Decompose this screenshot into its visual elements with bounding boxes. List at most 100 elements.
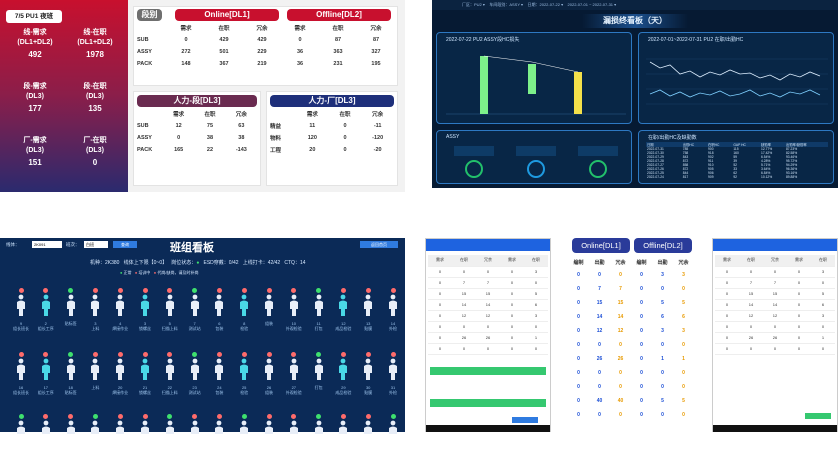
- cell: 0: [787, 277, 811, 289]
- station-number: 4: [119, 321, 122, 326]
- operator-station[interactable]: 上料: [76, 352, 114, 402]
- operator-station[interactable]: 5 扫描上料: [151, 288, 189, 338]
- status-dot: [316, 352, 322, 357]
- operator-station[interactable]: 24 包装: [200, 352, 238, 402]
- operator-station[interactable]: 打包: [300, 352, 338, 402]
- cell: 6: [682, 314, 685, 320]
- cell: 0: [715, 332, 739, 344]
- status-dot: [167, 352, 173, 357]
- query-button[interactable]: 查询: [113, 241, 137, 248]
- cell: 17.42%: [760, 151, 773, 155]
- operator-station[interactable]: 20 焊接作业: [101, 352, 139, 402]
- cell: 0: [577, 384, 580, 390]
- operator-station[interactable]: 21 锁螺丝: [126, 352, 164, 402]
- station-number: 14: [390, 321, 396, 326]
- cell: 1: [682, 356, 685, 362]
- status-dot: [241, 288, 247, 293]
- filter-bar[interactable]: 厂区：PU2 ▾ 车间段别：ASSY ▾ 日期：2022-07-22 ▾ 202…: [432, 0, 838, 10]
- operator-station[interactable]: 4 焊接作业: [101, 288, 139, 338]
- cell: 0: [500, 288, 524, 300]
- operator-station[interactable]: 30 贴膜: [349, 352, 387, 402]
- cell: 6: [661, 314, 664, 320]
- operator-station[interactable]: 23 测试站: [176, 352, 214, 402]
- status-dot: [390, 352, 396, 357]
- operator-station[interactable]: 8 检验: [225, 288, 263, 338]
- cell: 4.28%: [760, 159, 771, 163]
- cell: 26: [739, 332, 763, 344]
- station-name: 打包: [314, 385, 323, 390]
- operator-station[interactable]: 10 外观检验: [275, 288, 313, 338]
- cell: 429: [219, 37, 229, 43]
- operator-station[interactable]: 17 组长工序: [27, 352, 65, 402]
- operator-station[interactable]: [374, 414, 412, 464]
- operator-station[interactable]: 13 贴膜: [349, 288, 387, 338]
- operator-station[interactable]: 29 成品检验: [324, 352, 362, 402]
- cell: 148: [181, 61, 191, 67]
- station-number: 3: [94, 321, 97, 326]
- worker-icon: [339, 294, 348, 316]
- operator-station[interactable]: 26 组装: [250, 352, 288, 402]
- operator-station[interactable]: 9 组长班长: [2, 288, 40, 338]
- status-dot: [390, 414, 396, 419]
- operator-station[interactable]: 3 上料: [76, 288, 114, 338]
- operator-station[interactable]: 22 扫描上料: [151, 352, 189, 402]
- worker-icon: [314, 294, 323, 316]
- cell: 872: [682, 159, 689, 163]
- cell: 0: [619, 370, 622, 376]
- table-row: 精益 11 0 -11: [270, 120, 394, 132]
- operator-station[interactable]: 18 贴标签: [52, 352, 90, 402]
- operator-station[interactable]: 25 检验: [225, 352, 263, 402]
- back-home-button[interactable]: 返回首页: [360, 241, 398, 248]
- status-dot: [365, 414, 371, 419]
- cell: 3: [811, 266, 835, 278]
- cell: 0: [428, 266, 452, 278]
- column-header: 出勤: [594, 259, 605, 266]
- operator-station[interactable]: 31 外检: [374, 352, 412, 402]
- operator-station[interactable]: 组装: [250, 288, 288, 338]
- status-dot: [365, 288, 371, 293]
- station-name: 上料: [91, 385, 100, 390]
- station-name: 贴膜: [364, 390, 373, 395]
- status-dot: [43, 288, 49, 293]
- status-dot: [68, 352, 74, 357]
- operator-station[interactable]: 3 锁螺丝: [126, 288, 164, 338]
- cell: 843: [682, 155, 689, 159]
- operator-station[interactable]: 11 打包: [300, 288, 338, 338]
- hc-trend-frame: [638, 32, 834, 124]
- cell: 52: [733, 163, 738, 167]
- operator-station[interactable]: 2 组长工序: [27, 288, 65, 338]
- cell: 2022-07-24: [647, 175, 664, 179]
- cell: 0: [452, 266, 476, 278]
- cell: 12.77%: [760, 147, 773, 151]
- operator-station[interactable]: 12 成品检验: [324, 288, 362, 338]
- cell: 40: [617, 398, 624, 404]
- post-status-info: 岗位状态：: [171, 260, 197, 266]
- status-dot: [92, 288, 98, 293]
- operator-station[interactable]: 6 包装: [200, 288, 238, 338]
- kpi-value: 0: [92, 158, 98, 167]
- phone-right-table: 需求 在职 冗余 需求 在职 0 0 0 0 3 0 7 7 0 0 0 15 15 0 5 0 14 14 0 6 0 12 12 0…: [715, 255, 835, 355]
- worker-icon: [289, 358, 298, 380]
- operator-station[interactable]: 16 组长班长: [2, 352, 40, 402]
- operator-station[interactable]: 7 测试站: [176, 288, 214, 338]
- status-dot: [266, 352, 272, 357]
- cell: 0: [661, 286, 664, 292]
- phone-left-button[interactable]: [512, 417, 538, 423]
- operator-station[interactable]: 27 外观检验: [275, 352, 313, 402]
- operator-station[interactable]: 14 外检: [374, 288, 412, 338]
- column-header: GAP HC: [733, 142, 746, 147]
- cell: 93.46%: [785, 155, 798, 159]
- line-select[interactable]: 2K091: [32, 241, 62, 248]
- cell: 0: [428, 343, 452, 355]
- operator-station[interactable]: 贴标签: [52, 288, 90, 338]
- shift-select[interactable]: 白班: [84, 241, 108, 248]
- cell: 36: [296, 61, 304, 67]
- cell: 2022-07-26: [647, 167, 664, 171]
- phone-right-button[interactable]: [805, 413, 831, 419]
- status-dot: [340, 414, 346, 419]
- station-number: 11: [316, 321, 321, 326]
- kpi-sublabel: (DL3): [86, 93, 104, 100]
- phone-right-nav-bar: [713, 425, 837, 432]
